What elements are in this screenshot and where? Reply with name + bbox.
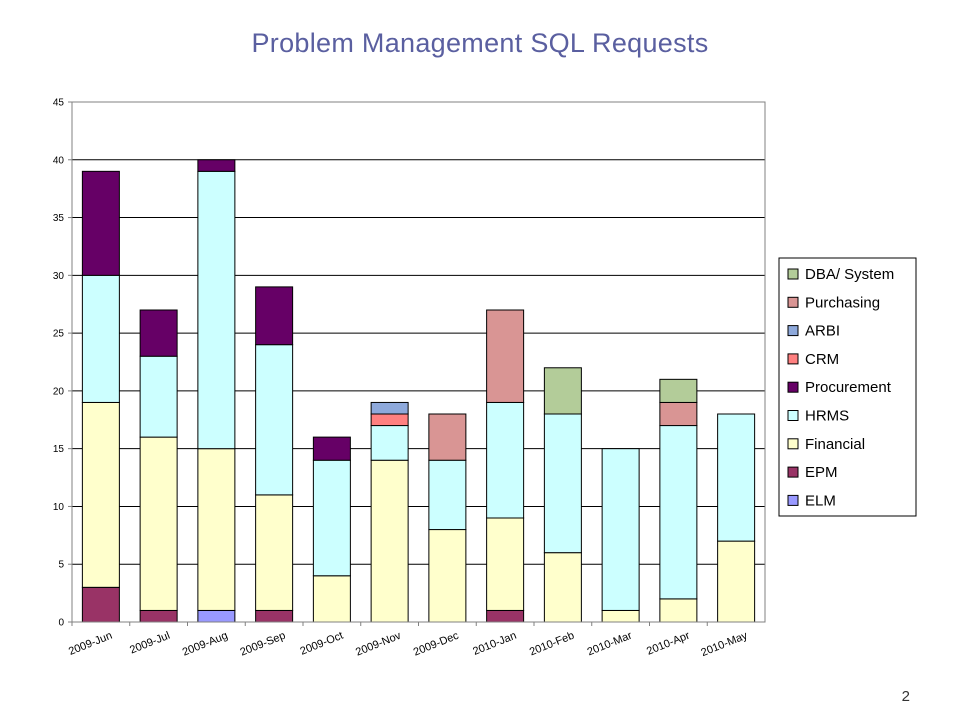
y-tick-label: 30 [53,271,65,282]
bar-segment [428,529,467,623]
x-tick-label: 2009-Jun [67,630,114,658]
x-tick-label: 2009-Dec [412,629,461,658]
x-tick-label: 2010-Mar [586,630,634,659]
x-tick-label: 2009-Sep [239,630,288,659]
bar-segment [139,355,178,438]
bar-segment [139,609,178,623]
y-tick-label: 15 [53,444,65,455]
x-tick-label: 2010-Feb [528,630,576,659]
x-tick-label: 2009-Nov [354,629,403,658]
bar-segment [428,459,467,531]
bar-segment [659,401,698,427]
legend-label: Purchasing [805,294,880,311]
legend-label: EPM [805,464,838,481]
legend-swatch [787,381,799,393]
bar-segment [543,552,582,623]
legend-swatch [787,410,799,421]
legend-swatch [787,296,799,308]
bar-segment [312,459,351,577]
bar-segment [139,309,178,357]
bar-segment [312,436,351,461]
bar-segment [255,286,294,346]
legend-box [778,257,917,517]
y-tick-label: 10 [53,502,65,513]
bar-segment [659,598,698,623]
bar-segment [139,436,178,611]
y-axis-ticks: 0 5 10 15 20 25 30 35 40 45 [53,98,72,629]
legend-label: DBA/ System [805,266,894,283]
y-tick-label: 40 [53,155,65,166]
bar-segment [717,413,756,542]
bar-segment [428,413,467,461]
legend-label: Financial [805,436,865,453]
bar-segment [197,170,236,450]
bar-segment [659,425,698,600]
legend-label: CRM [805,351,839,368]
bar-segment [601,448,640,611]
bar-segment [486,517,525,611]
bar-segment [486,309,525,403]
bar-segment [255,609,294,623]
bar-segment [197,448,236,611]
y-tick-label: 0 [58,618,64,629]
bar-segment [197,159,236,172]
y-tick-label: 5 [58,560,64,571]
gridlines [72,159,765,565]
bar-segment [659,378,698,403]
x-tick-label: 2009-Oct [299,630,345,658]
bar-segment [81,401,120,588]
legend-swatch [787,325,799,337]
x-axis-ticks: 2009-Jun 2009-Jul 2009-Aug 2009-Sep 2009-Oct… [67,622,750,659]
x-tick-label: 2009-Aug [181,630,230,659]
legend-label: Procurement [805,379,892,396]
x-tick-label: 2010-May [699,629,749,659]
y-tick-label: 45 [53,98,65,109]
x-tick-label: 2010-Jan [471,630,518,658]
legend-label: ARBI [805,323,840,340]
x-tick-label: 2010-Apr [645,630,692,658]
x-tick-label: 2009-Jul [128,630,172,657]
bar-segment [255,494,294,611]
legend-swatch [787,494,799,506]
legend: DBA/ System Purchasing ARBI CRM Procurement H… [778,257,917,517]
y-tick-label: 25 [53,329,65,340]
legend-label: ELM [805,492,836,509]
bar-segment [601,609,640,623]
chart-title: Problem Management SQL Requests [251,28,709,58]
bar-segment [717,540,756,623]
y-tick-label: 35 [53,213,65,224]
bar-segment [81,170,120,276]
bar-segment [370,413,409,427]
bar-segment [486,609,525,623]
legend-label: HRMS [805,408,849,425]
bar-segment [81,274,120,403]
bar-segment [486,401,525,519]
bars [81,159,756,623]
legend-swatch [787,438,799,450]
y-tick-label: 20 [53,386,65,397]
bar-segment [197,609,236,623]
bar-segment [255,344,294,496]
bar-segment [370,425,409,461]
page-number: 2 [901,688,910,705]
legend-swatch [787,353,799,365]
bar-segment [81,586,120,623]
bar-segment [312,575,351,623]
legend-swatch [787,268,799,280]
bar-segment [370,401,409,415]
bar-segment [370,459,409,623]
bar-segment [543,367,582,415]
bar-segment [543,413,582,554]
legend-swatch [787,466,799,478]
